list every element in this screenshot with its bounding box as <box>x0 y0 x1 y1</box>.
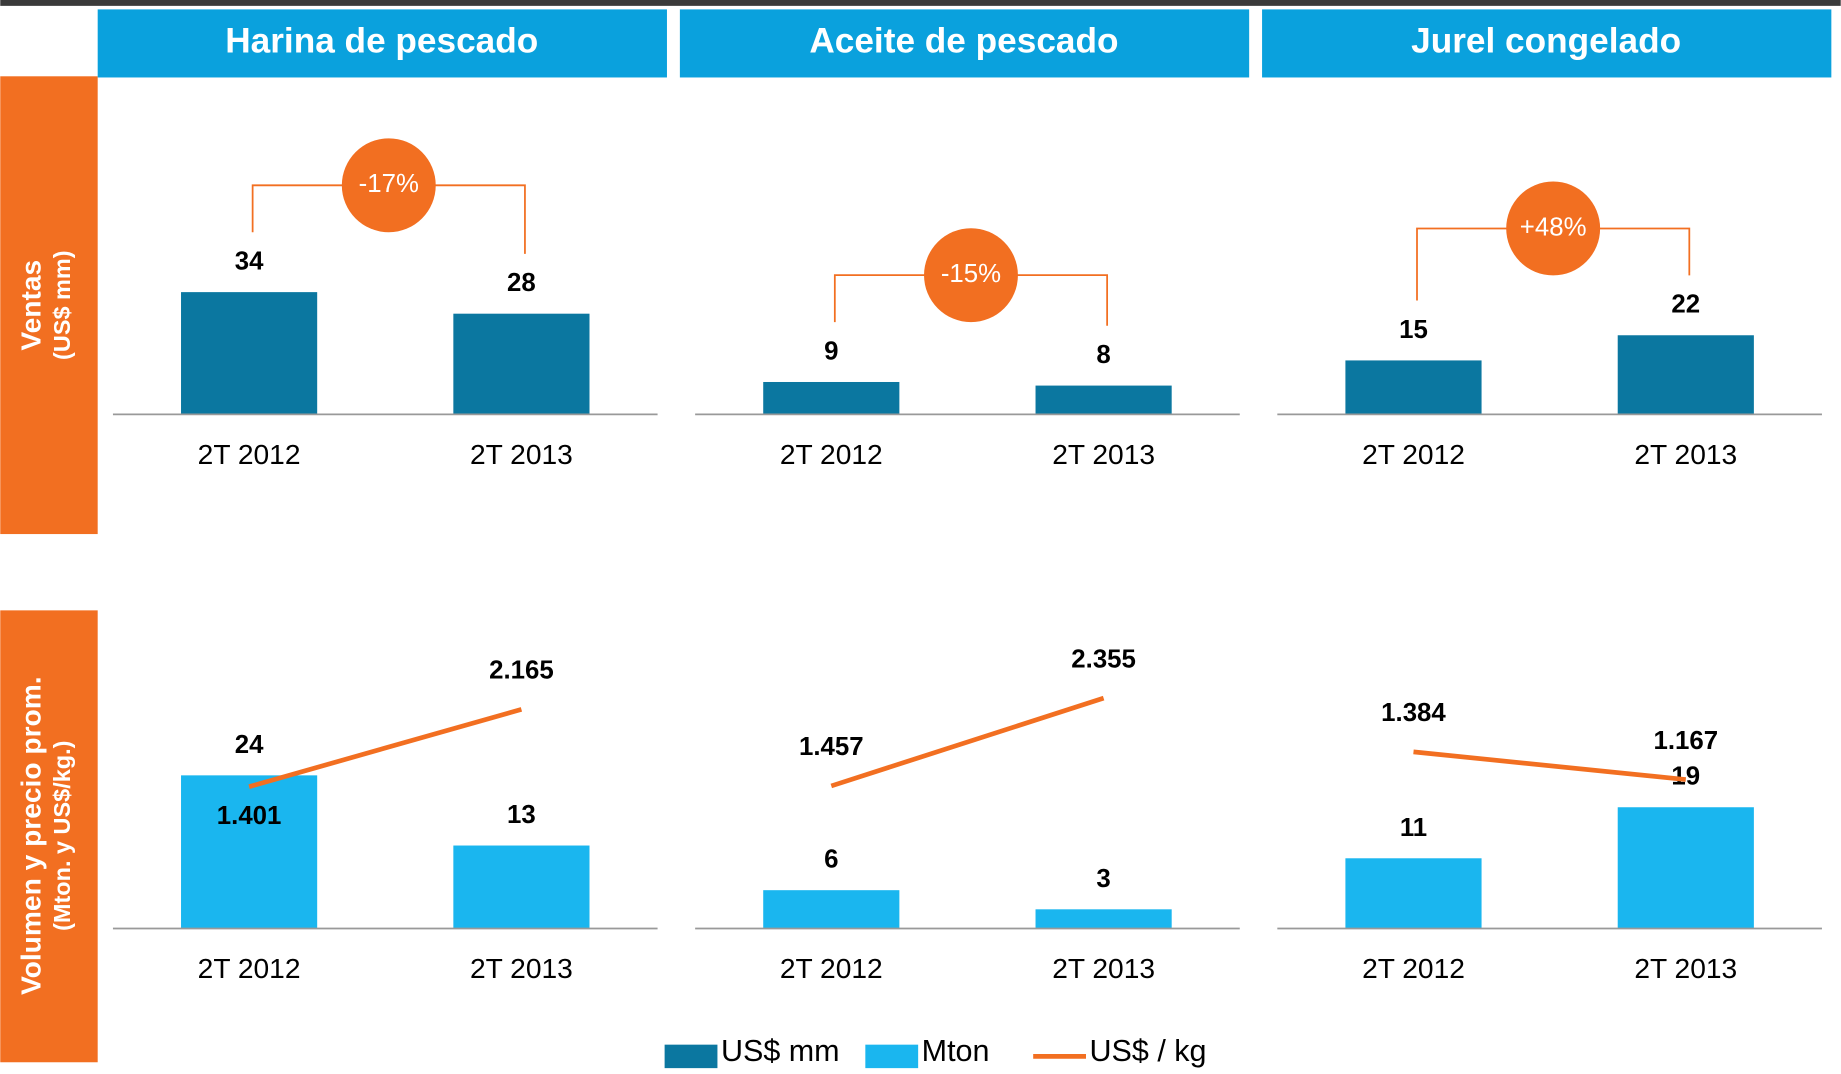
x-tick-label: 2T 2013 <box>1634 438 1737 470</box>
value-label: 11 <box>1400 814 1427 842</box>
panel-title: Harina de pescado <box>225 22 538 61</box>
value-label: 24 <box>235 731 264 759</box>
value-label: 8 <box>1096 341 1110 369</box>
bar <box>453 313 590 415</box>
value-label: 6 <box>824 846 838 874</box>
bar <box>763 890 900 929</box>
row-subtitle: (US$ mm) <box>49 250 75 360</box>
bar <box>453 845 590 929</box>
x-tick-label: 2T 2012 <box>780 952 883 984</box>
line <box>830 695 1105 789</box>
x-tick-label: 2T 2012 <box>1362 952 1465 984</box>
legend-label: Mton <box>922 1034 990 1068</box>
panel-title: Jurel congelado <box>1411 22 1681 61</box>
value-label: 3 <box>1096 865 1110 893</box>
line-value-label: 1.401 <box>217 802 282 830</box>
value-label: 34 <box>235 248 264 276</box>
panel-title: Aceite de pescado <box>809 22 1118 61</box>
bar <box>1345 858 1482 929</box>
panel-header <box>1262 9 1832 78</box>
legend-swatch <box>664 1044 718 1069</box>
line <box>1413 749 1687 782</box>
value-label: 15 <box>1399 316 1428 344</box>
row-label-box <box>0 610 98 1063</box>
legend-label: US$ mm <box>721 1034 840 1068</box>
x-tick-label: 2T 2013 <box>1634 952 1737 984</box>
change-label: -15% <box>941 260 1001 288</box>
row-subtitle: (Mton. y US$/kg.) <box>49 741 75 931</box>
row-label: Volumen y precio prom. (Mton. y US$/kg.) <box>15 676 75 995</box>
x-tick-label: 2T 2012 <box>780 438 883 470</box>
row-label-box <box>0 76 98 535</box>
panel-header <box>97 9 667 78</box>
bar <box>181 292 318 415</box>
value-label: 22 <box>1671 291 1700 319</box>
x-tick-label: 2T 2012 <box>1362 438 1465 470</box>
bar <box>1617 807 1754 929</box>
bar <box>763 381 900 415</box>
value-label: 28 <box>507 269 536 297</box>
bar <box>1035 909 1172 929</box>
panel-header <box>679 9 1250 78</box>
row-title: Ventas <box>15 260 47 351</box>
line-value-label: 2.165 <box>489 657 554 685</box>
change-badge <box>924 228 1018 323</box>
legend-label: US$ / kg <box>1090 1034 1207 1068</box>
top-strip <box>0 0 1841 6</box>
change-badge <box>1506 181 1601 276</box>
bar <box>1617 335 1754 415</box>
bar <box>181 775 318 929</box>
line-value-label: 1.457 <box>799 733 864 761</box>
change-label: +48% <box>1520 213 1587 241</box>
value-label: 9 <box>824 337 838 365</box>
bar <box>1345 360 1482 415</box>
x-tick-label: 2T 2013 <box>470 438 573 470</box>
legend-swatch <box>865 1044 919 1069</box>
x-tick-label: 2T 2012 <box>198 438 301 470</box>
change-badge <box>341 138 436 233</box>
x-tick-label: 2T 2013 <box>1052 438 1155 470</box>
line <box>248 707 523 789</box>
x-tick-label: 2T 2012 <box>198 952 301 984</box>
x-tick-label: 2T 2013 <box>470 952 573 984</box>
value-label: 13 <box>507 801 536 829</box>
x-tick-label: 2T 2013 <box>1052 952 1155 984</box>
row-title: Volumen y precio prom. <box>15 676 47 995</box>
change-label: -17% <box>359 170 419 198</box>
bar <box>1035 385 1172 415</box>
line-value-label: 1.167 <box>1653 727 1718 755</box>
row-label: Ventas (US$ mm) <box>15 250 75 360</box>
line-value-label: 2.355 <box>1071 645 1136 673</box>
line-value-label: 1.384 <box>1381 699 1446 727</box>
